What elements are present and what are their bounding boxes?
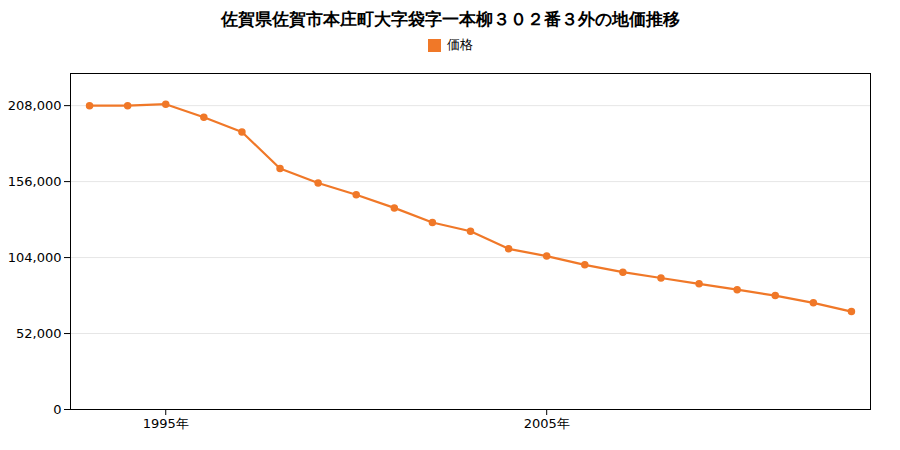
svg-text:208,000: 208,000 — [8, 98, 62, 113]
html-text:佐賀県佐賀市本庄町大字袋字一本柳３０２番３外の地価推移: 佐賀県佐賀市本庄町大字袋字一本柳３０２番３外の地価推移 — [220, 9, 680, 29]
svg-text:156,000: 156,000 — [8, 174, 62, 189]
svg-text:2005年: 2005年 — [524, 416, 570, 431]
svg-text:0: 0 — [53, 402, 61, 417]
html-text:価格: 価格 — [446, 37, 473, 52]
svg-text:52,000: 52,000 — [16, 326, 62, 341]
svg-text:1995年: 1995年 — [143, 416, 189, 431]
svg-text:104,000: 104,000 — [8, 250, 62, 265]
